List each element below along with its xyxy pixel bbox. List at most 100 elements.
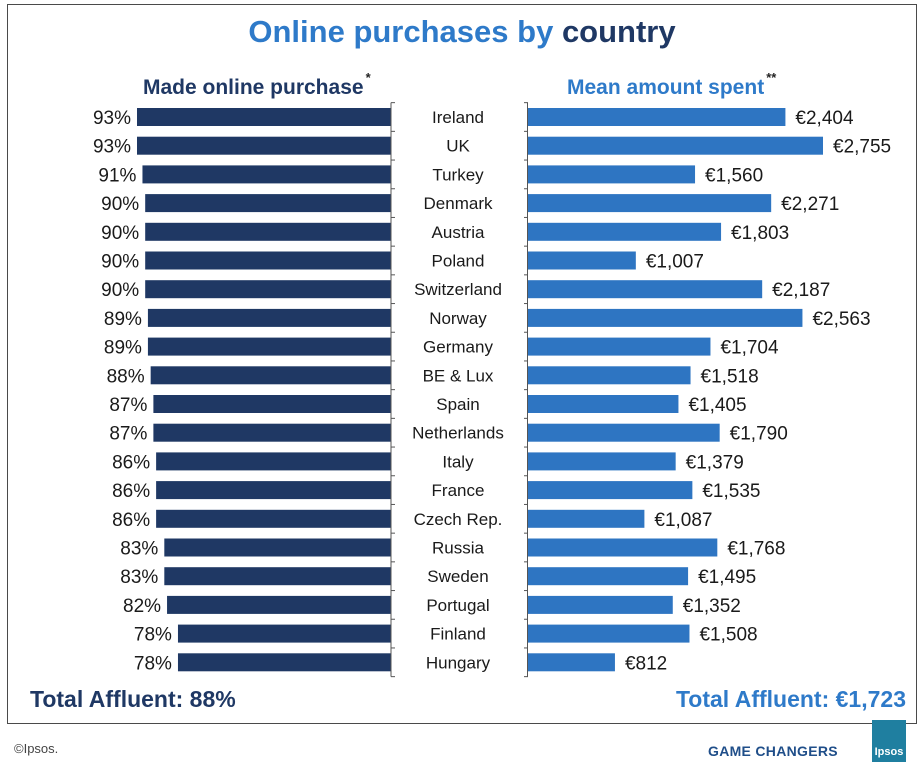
- left-bar-value-label: 78%: [134, 625, 172, 646]
- right-bar-value-label: €2,404: [795, 108, 854, 129]
- right-bar: [528, 337, 711, 356]
- left-panel-title: Made online purchase *: [143, 70, 371, 100]
- left-bar: [156, 481, 391, 500]
- left-bar: [164, 538, 391, 557]
- left-bar: [147, 337, 391, 356]
- right-bar: [528, 624, 690, 643]
- right-bar: [528, 280, 763, 299]
- category-label: Netherlands: [412, 424, 504, 443]
- right-bar-value-label: €812: [625, 653, 667, 674]
- left-bar: [167, 595, 391, 614]
- left-bar-value-label: 90%: [101, 280, 139, 301]
- left-panel-title-text: Made online purchase: [143, 76, 364, 99]
- left-panel-footnote-marker: *: [365, 70, 371, 85]
- right-bar: [528, 366, 691, 385]
- right-panel-title-text: Mean amount spent: [567, 76, 765, 99]
- chart-title: Online purchases by country: [0, 14, 924, 50]
- left-bar-value-label: 89%: [104, 309, 142, 330]
- category-label: Italy: [442, 452, 474, 471]
- category-labels-group: Ireland UK Turkey Denmark Austria Poland Switz…: [412, 108, 504, 672]
- left-bar-value-label: 90%: [101, 223, 139, 244]
- right-bars-group: €2,404 €2,755 €1,560 €2,271 €1,803 €1,007 €2,1…: [528, 108, 891, 674]
- left-bar-value-label: 86%: [112, 481, 150, 502]
- right-bar: [528, 567, 689, 586]
- left-bar-value-label: 82%: [123, 596, 161, 617]
- right-bar: [528, 136, 823, 155]
- left-bar: [137, 136, 391, 155]
- right-bar-value-label: €1,518: [701, 366, 759, 387]
- right-bar-value-label: €1,790: [730, 424, 788, 445]
- category-label: Russia: [432, 539, 485, 558]
- category-label: Portugal: [426, 596, 489, 615]
- category-label: BE & Lux: [423, 366, 494, 385]
- chart-title-part1: Online purchases by: [248, 14, 554, 49]
- left-bar: [147, 308, 391, 327]
- right-bar-value-label: €1,405: [688, 395, 746, 416]
- right-bar-value-label: €1,535: [702, 481, 760, 502]
- right-bar-value-label: €1,352: [683, 596, 741, 617]
- brand-tagline: GAME CHANGERS: [708, 743, 838, 759]
- right-bar-value-label: €1,768: [727, 539, 785, 560]
- left-bar: [156, 452, 391, 471]
- left-bar: [145, 280, 391, 299]
- left-bar-value-label: 78%: [134, 653, 172, 674]
- right-bar-value-label: €2,271: [781, 194, 839, 215]
- category-label: Switzerland: [414, 280, 502, 299]
- right-bar: [528, 251, 636, 270]
- right-bar: [528, 653, 615, 672]
- category-label: Hungary: [426, 653, 491, 672]
- ipsos-logo: Ipsos: [872, 720, 906, 762]
- left-bar-value-label: 86%: [112, 510, 150, 531]
- left-bar: [153, 395, 391, 413]
- right-bar: [528, 194, 772, 213]
- right-bar-value-label: €1,560: [705, 165, 763, 186]
- left-bar-value-label: 90%: [101, 252, 139, 273]
- left-bar-value-label: 88%: [107, 366, 145, 387]
- category-label: Ireland: [432, 108, 484, 127]
- category-label: Czech Rep.: [414, 510, 503, 529]
- axes-group: [390, 102, 528, 678]
- right-panel-footnote-marker: **: [766, 70, 777, 85]
- left-bar-value-label: 93%: [93, 137, 131, 158]
- right-bar-value-label: €1,803: [731, 223, 789, 244]
- right-bar: [528, 509, 645, 528]
- right-bar-value-label: €2,563: [812, 309, 870, 330]
- right-bar-value-label: €2,755: [833, 137, 891, 158]
- right-bar: [528, 423, 720, 442]
- right-bar-value-label: €1,379: [686, 452, 744, 473]
- right-total-label: Total Affluent: €1,723: [675, 686, 906, 712]
- category-label: Sweden: [427, 567, 488, 586]
- left-bar: [150, 366, 391, 385]
- right-bar-value-label: €2,187: [772, 280, 830, 301]
- right-bar: [528, 395, 679, 413]
- category-label: Spain: [436, 395, 479, 414]
- left-bar: [177, 624, 391, 643]
- category-label: Austria: [432, 223, 485, 242]
- left-total-label: Total Affluent: 88%: [30, 686, 236, 712]
- right-bar: [528, 595, 673, 614]
- left-bar: [156, 509, 391, 528]
- left-bar: [177, 653, 391, 672]
- left-bar-value-label: 89%: [104, 338, 142, 359]
- right-bar-value-label: €1,007: [646, 252, 704, 273]
- right-bar: [528, 538, 718, 557]
- left-bar-value-label: 93%: [93, 108, 131, 129]
- left-bar: [145, 222, 391, 241]
- left-bar: [145, 251, 391, 270]
- left-bar-value-label: 83%: [120, 539, 158, 560]
- chart-title-part2: country: [561, 14, 676, 49]
- left-bar-value-label: 90%: [101, 194, 139, 215]
- right-bar-value-label: €1,508: [699, 625, 757, 646]
- left-bar-value-label: 83%: [120, 567, 158, 588]
- category-label: Norway: [429, 309, 487, 328]
- category-label: Finland: [430, 625, 486, 644]
- right-bar: [528, 165, 696, 184]
- right-bar-value-label: €1,495: [698, 567, 756, 588]
- left-bar: [137, 108, 391, 126]
- copyright-text: ©Ipsos.: [14, 741, 59, 756]
- right-bar-value-label: €1,704: [720, 338, 779, 359]
- ipsos-logo-text: Ipsos: [874, 746, 904, 758]
- right-bar-value-label: €1,087: [654, 510, 712, 531]
- category-label: Turkey: [432, 165, 484, 184]
